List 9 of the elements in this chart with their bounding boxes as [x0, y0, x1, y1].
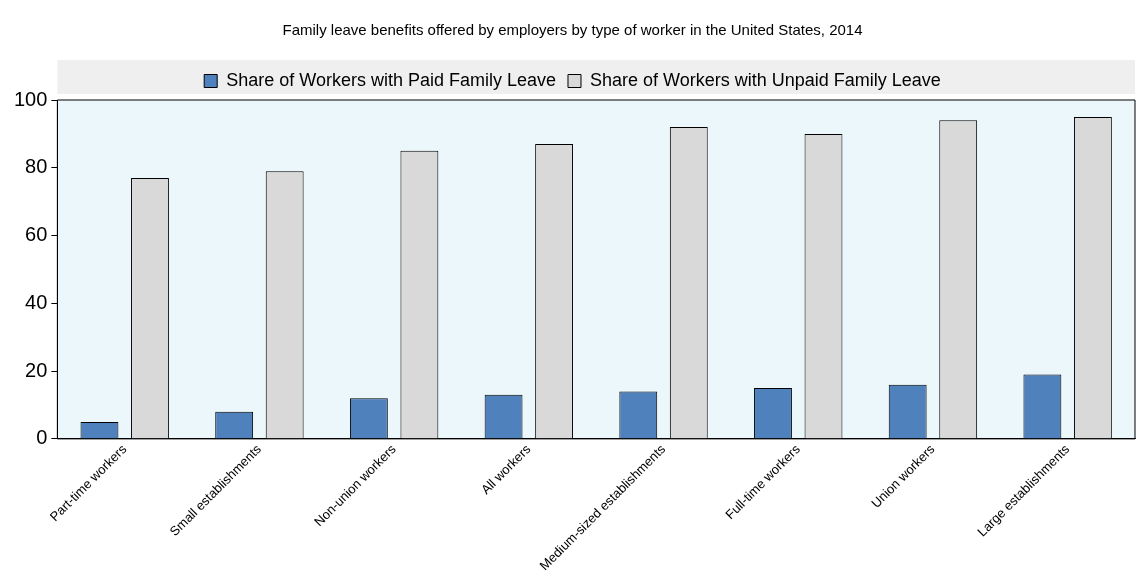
y-tick-label: 20 [25, 358, 48, 381]
chart-title: Family leave benefits offered by employers by type of worker in the United States, 2014 [282, 21, 863, 39]
y-tick-label: 40 [25, 290, 48, 313]
legend-label: Share of Workers with Unpaid Family Leave [589, 69, 941, 90]
legend-label: Share of Workers with Paid Family Leave [226, 69, 556, 90]
y-tick-label: 0 [36, 426, 48, 449]
y-tick-label: 80 [25, 155, 48, 178]
y-tick-label: 60 [25, 223, 48, 246]
y-tick-label: 100 [13, 87, 48, 110]
